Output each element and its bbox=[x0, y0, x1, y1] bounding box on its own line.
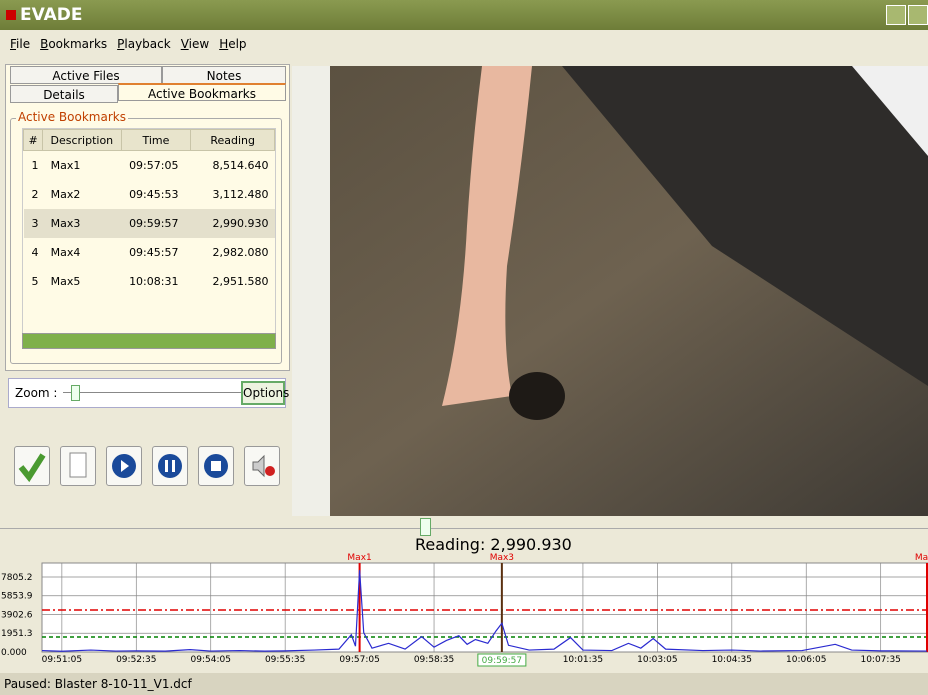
timeline-thumb[interactable] bbox=[420, 518, 431, 536]
table-cell: 2,951.580 bbox=[191, 267, 275, 296]
x-tick-label: 10:06:05 bbox=[786, 655, 826, 665]
column-header[interactable]: Description bbox=[43, 130, 121, 151]
table-cell: 2 bbox=[24, 180, 43, 209]
play-button[interactable] bbox=[106, 446, 142, 486]
column-header[interactable]: # bbox=[24, 130, 43, 151]
x-tick-label: 09:57:05 bbox=[339, 655, 379, 665]
y-tick-label: 7805.2 bbox=[1, 573, 33, 583]
status-text: Paused: Blaster 8-10-11_V1.dcf bbox=[4, 677, 192, 691]
zoom-thumb[interactable] bbox=[71, 385, 80, 401]
y-tick-label: 5853.9 bbox=[1, 592, 33, 602]
x-tick-label: 09:52:35 bbox=[116, 655, 156, 665]
bookmark-label: Max3 bbox=[490, 553, 514, 563]
toolbar bbox=[14, 446, 280, 486]
tab[interactable]: Notes bbox=[162, 66, 286, 84]
table-cell: 09:57:05 bbox=[121, 151, 191, 181]
x-tick-label: 09:51:05 bbox=[42, 655, 82, 665]
timeline-track bbox=[0, 528, 928, 529]
table-cell: 2,982.080 bbox=[191, 238, 275, 267]
table-cell: 3,112.480 bbox=[191, 180, 275, 209]
app-window: {"window":{"title":"EVADE"}, "menu":["Fi… bbox=[0, 0, 928, 695]
window-title: EVADE bbox=[20, 5, 83, 25]
x-tick-label: 10:01:35 bbox=[563, 655, 603, 665]
column-header[interactable]: Time bbox=[121, 130, 191, 151]
stop-button[interactable] bbox=[198, 446, 234, 486]
tab-active[interactable]: Active Bookmarks bbox=[118, 83, 286, 101]
chart: 0.000 1951.3 3902.6 5853.9 7805.2 09:51:05 09:… bbox=[0, 550, 928, 672]
table-cell: Max3 bbox=[43, 209, 121, 238]
table-cell: 2,990.930 bbox=[191, 209, 275, 238]
cursor-label: 09:59:57 bbox=[482, 656, 522, 666]
x-tick-label: 10:04:35 bbox=[712, 655, 752, 665]
minimize-button[interactable] bbox=[886, 5, 906, 25]
table-cell: Max4 bbox=[43, 238, 121, 267]
tab[interactable]: Details bbox=[10, 85, 118, 103]
check-button[interactable] bbox=[14, 446, 50, 486]
icon bbox=[153, 447, 187, 485]
plot-area bbox=[42, 563, 928, 652]
y-tick-label: 3902.6 bbox=[1, 610, 33, 620]
icon bbox=[61, 447, 95, 485]
table-cell: 8,514.640 bbox=[191, 151, 275, 181]
mute-button[interactable] bbox=[244, 446, 280, 486]
bookmark-label: Max1 bbox=[347, 553, 371, 563]
tab[interactable]: Active Files bbox=[10, 66, 162, 84]
column-header[interactable]: Reading bbox=[191, 130, 275, 151]
table-cell: 4 bbox=[24, 238, 43, 267]
menu-item[interactable]: View bbox=[181, 37, 209, 51]
table-cell: Max2 bbox=[43, 180, 121, 209]
video-frame bbox=[292, 66, 928, 516]
x-tick-label: 09:55:35 bbox=[265, 655, 305, 665]
table-cell: 3 bbox=[24, 209, 43, 238]
pause-button[interactable] bbox=[152, 446, 188, 486]
menu-bar: File Bookmarks Playback View Help bbox=[0, 37, 928, 59]
table-cell: Max1 bbox=[43, 151, 121, 181]
scrollbar[interactable] bbox=[22, 333, 276, 349]
x-tick-label: 10:03:05 bbox=[637, 655, 677, 665]
table-cell: 5 bbox=[24, 267, 43, 296]
bookmark-label: Max5 bbox=[915, 553, 928, 563]
menu-item[interactable]: Bookmarks bbox=[40, 37, 107, 51]
maximize-button[interactable] bbox=[908, 5, 928, 25]
icon bbox=[245, 447, 279, 485]
icon bbox=[107, 447, 141, 485]
x-tick-label: 09:58:35 bbox=[414, 655, 454, 665]
options-button[interactable]: Options bbox=[241, 381, 285, 405]
app-icon bbox=[6, 10, 16, 20]
menu-item[interactable]: Playback bbox=[117, 37, 171, 51]
table-cell: Max5 bbox=[43, 267, 121, 296]
zoom-track bbox=[63, 392, 243, 393]
title-bar: EVADE bbox=[0, 0, 928, 30]
table-cell: 10:08:31 bbox=[121, 267, 191, 296]
table-cell: 09:45:57 bbox=[121, 238, 191, 267]
status-bar: Paused: Blaster 8-10-11_V1.dcf bbox=[0, 673, 928, 695]
x-tick-label: 09:54:05 bbox=[191, 655, 231, 665]
menu-item[interactable]: Help bbox=[219, 37, 246, 51]
table-cell: 09:45:53 bbox=[121, 180, 191, 209]
zoom-box: Zoom : Options bbox=[8, 378, 286, 408]
y-tick-label: 0.000 bbox=[1, 648, 27, 658]
zoom-label: Zoom : bbox=[15, 386, 57, 400]
menu-item[interactable]: File bbox=[10, 37, 30, 51]
table-cell: 1 bbox=[24, 151, 43, 181]
icon bbox=[15, 447, 49, 485]
new-button[interactable] bbox=[60, 446, 96, 486]
x-tick-label: 10:07:35 bbox=[860, 655, 900, 665]
icon bbox=[199, 447, 233, 485]
group-legend: Active Bookmarks bbox=[16, 110, 128, 124]
y-tick-label: 1951.3 bbox=[1, 629, 33, 639]
table-cell: 09:59:57 bbox=[121, 209, 191, 238]
